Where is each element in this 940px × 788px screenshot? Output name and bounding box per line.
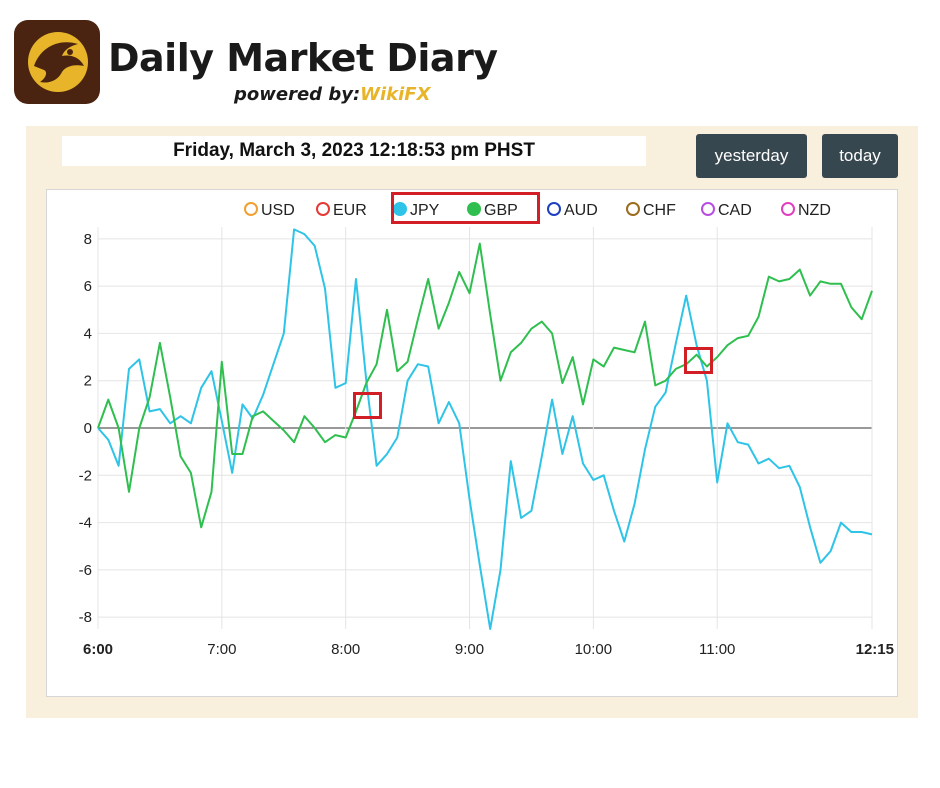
legend-label-jpy: JPY: [410, 202, 440, 219]
brand-title: Daily Market Diary: [108, 36, 498, 80]
legend-marker-eur: [316, 202, 330, 216]
datetime-display: Friday, March 3, 2023 12:18:53 pm PHST: [62, 136, 646, 166]
legend-label-cad: CAD: [718, 202, 752, 219]
today-button[interactable]: today: [822, 134, 898, 178]
x-tick-label: 7:00: [207, 641, 236, 658]
legend-marker-nzd: [781, 202, 795, 216]
legend-label-usd: USD: [261, 202, 295, 219]
x-tick-label: 12:15: [856, 641, 894, 658]
x-tick-label: 9:00: [455, 641, 484, 658]
legend-marker-usd: [244, 202, 258, 216]
y-tick-label: 4: [84, 325, 92, 342]
logo: [14, 20, 100, 104]
y-tick-label: -2: [79, 467, 92, 484]
x-tick-label: 11:00: [699, 641, 735, 658]
legend-label-nzd: NZD: [798, 202, 831, 219]
legend-label-chf: CHF: [643, 202, 676, 219]
y-tick-label: -8: [79, 609, 92, 626]
y-tick-label: 6: [84, 278, 92, 295]
y-tick-label: 8: [84, 231, 92, 248]
currency-line-chart: 8 6 4 2 0 -2 -4 -6 -8 6:00 7:00 8:00 9:00 10:00 11:00 1…: [79, 202, 894, 658]
brand-subtitle-prefix: powered by:: [234, 84, 361, 105]
legend-label-eur: EUR: [333, 202, 367, 219]
crossover-highlight-1: [353, 392, 382, 419]
legend-marker-aud: [547, 202, 561, 216]
legend-highlight-box: [391, 192, 540, 224]
legend-marker-gbp: [467, 202, 481, 216]
x-tick-label: 6:00: [83, 641, 113, 658]
eagle-logo-icon: [28, 32, 88, 92]
series-line-gbp: [97, 242, 873, 529]
yesterday-button[interactable]: yesterday: [696, 134, 807, 178]
series-line-jpy: [97, 228, 873, 630]
legend-marker-chf: [626, 202, 640, 216]
x-tick-label: 10:00: [575, 641, 613, 658]
legend-marker-jpy: [393, 202, 407, 216]
brand-subtitle: powered by:WikiFX: [234, 84, 430, 105]
y-tick-label: -6: [79, 562, 92, 579]
legend-label-aud: AUD: [564, 202, 598, 219]
chart-container: [46, 189, 898, 697]
legend-label-gbp: GBP: [484, 202, 518, 219]
legend-marker-cad: [701, 202, 715, 216]
brand-subtitle-brand: WikiFX: [360, 84, 431, 105]
y-tick-label: 0: [84, 420, 92, 437]
x-tick-label: 8:00: [331, 641, 360, 658]
y-tick-label: 2: [84, 373, 92, 390]
crossover-highlight-2: [684, 347, 713, 374]
y-tick-label: -4: [79, 515, 92, 532]
